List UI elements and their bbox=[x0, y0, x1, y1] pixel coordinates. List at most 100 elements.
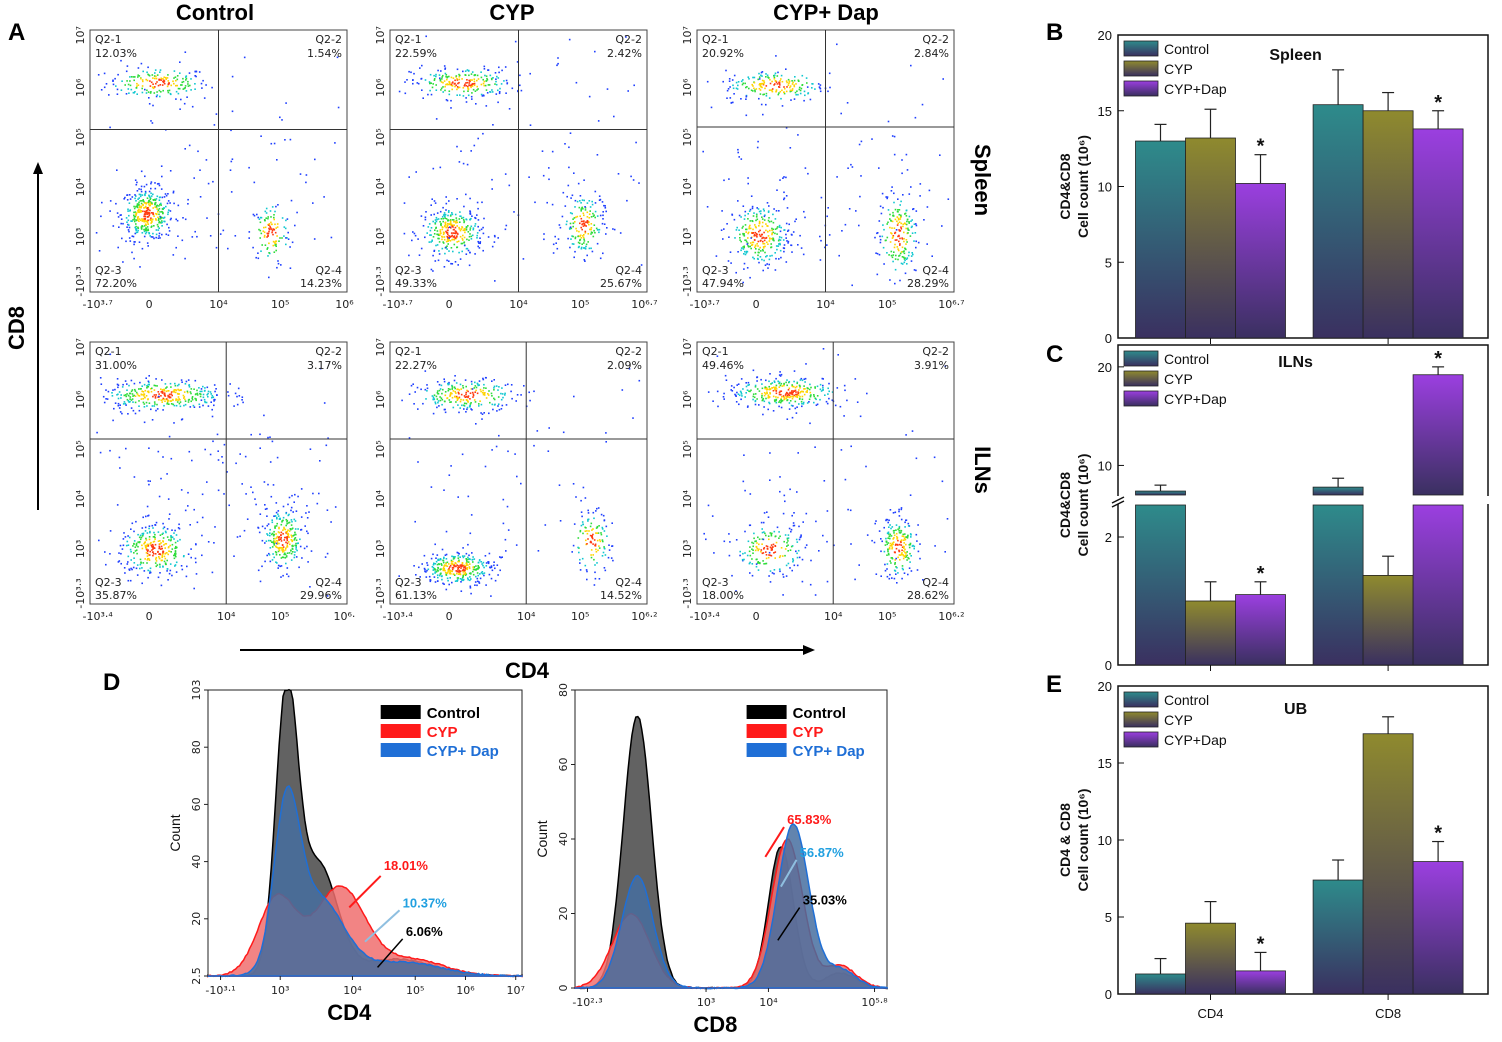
flow-event-dot bbox=[204, 448, 206, 451]
flow-event-dot bbox=[123, 394, 126, 397]
flow-event-dot bbox=[261, 525, 264, 528]
flow-event-dot bbox=[886, 554, 888, 556]
flow-event-dot bbox=[274, 244, 276, 246]
flow-event-dot bbox=[767, 267, 769, 269]
flow-y-tick-label: 10⁶ bbox=[374, 390, 387, 409]
flow-event-dot bbox=[886, 236, 889, 239]
flow-event-dot bbox=[142, 532, 145, 535]
flow-event-dot bbox=[911, 232, 914, 234]
flow-event-dot bbox=[195, 573, 198, 575]
flow-event-dot bbox=[264, 219, 266, 222]
flow-event-dot bbox=[893, 246, 896, 249]
flow-event-dot bbox=[123, 567, 126, 569]
flow-event-dot bbox=[452, 555, 455, 558]
flow-event-dot bbox=[783, 176, 785, 178]
flow-event-dot bbox=[773, 380, 776, 382]
quadrant-value-q3: 35.87% bbox=[95, 589, 137, 602]
flow-event-dot bbox=[286, 536, 289, 538]
flow-event-dot bbox=[458, 75, 461, 78]
flow-event-dot bbox=[814, 387, 816, 389]
flow-event-dot bbox=[151, 419, 154, 421]
flow-event-dot bbox=[190, 548, 192, 550]
flow-event-dot bbox=[434, 202, 437, 204]
flow-event-dot bbox=[480, 76, 483, 79]
flow-event-dot bbox=[277, 547, 279, 549]
flow-event-dot bbox=[111, 395, 114, 397]
flow-event-dot bbox=[739, 554, 741, 557]
flow-event-dot bbox=[725, 69, 727, 72]
flow-event-dot bbox=[170, 386, 172, 388]
flow-event-dot bbox=[428, 241, 431, 243]
flow-event-dot bbox=[451, 384, 453, 387]
flow-event-dot bbox=[282, 551, 284, 553]
flow-event-dot bbox=[899, 252, 902, 255]
flow-event-dot bbox=[772, 239, 774, 241]
flow-event-dot bbox=[803, 90, 806, 93]
flow-event-dot bbox=[780, 390, 783, 392]
flow-event-dot bbox=[135, 543, 138, 546]
flow-event-dot bbox=[579, 529, 582, 532]
flow-event-dot bbox=[846, 399, 848, 402]
flow-event-dot bbox=[449, 393, 452, 395]
flow-event-dot bbox=[439, 573, 442, 575]
flow-event-dot bbox=[768, 217, 770, 219]
flow-event-dot bbox=[796, 491, 798, 493]
flow-event-dot bbox=[267, 216, 269, 218]
flow-event-dot bbox=[178, 383, 180, 386]
flow-event-dot bbox=[887, 120, 890, 123]
flow-event-dot bbox=[248, 231, 251, 233]
flow-event-dot bbox=[583, 259, 586, 261]
flow-event-dot bbox=[278, 531, 281, 534]
flow-event-dot bbox=[119, 411, 122, 413]
flow-event-dot bbox=[167, 211, 169, 214]
flow-event-dot bbox=[454, 213, 457, 216]
flow-event-dot bbox=[162, 527, 165, 530]
flow-event-dot bbox=[480, 71, 482, 73]
flow-event-dot bbox=[891, 227, 893, 229]
flow-event-dot bbox=[493, 241, 496, 243]
flow-event-dot bbox=[783, 244, 786, 246]
flow-event-dot bbox=[902, 568, 904, 571]
flow-event-dot bbox=[828, 234, 831, 236]
flow-event-dot bbox=[146, 385, 148, 387]
flow-event-dot bbox=[894, 559, 896, 561]
flow-event-dot bbox=[150, 91, 152, 93]
flow-event-dot bbox=[436, 381, 439, 383]
flow-y-tick-label: 10⁶ bbox=[374, 78, 387, 97]
flow-event-dot bbox=[146, 545, 148, 548]
flow-event-dot bbox=[116, 504, 119, 506]
flow-event-dot bbox=[775, 210, 778, 212]
flow-event-dot bbox=[745, 240, 748, 243]
flow-event-dot bbox=[459, 258, 462, 260]
flow-event-dot bbox=[439, 574, 441, 577]
quadrant-value-q4: 14.23% bbox=[300, 277, 342, 290]
flow-event-dot bbox=[136, 574, 139, 576]
flow-event-dot bbox=[893, 153, 896, 156]
flow-event-dot bbox=[128, 92, 130, 94]
flow-event-dot bbox=[889, 537, 891, 540]
flow-event-dot bbox=[826, 402, 829, 405]
quadrant-name-q2: Q2-2 bbox=[315, 345, 342, 358]
flow-event-dot bbox=[756, 214, 758, 216]
flow-event-dot bbox=[260, 232, 263, 235]
flow-event-dot bbox=[267, 217, 269, 220]
flow-event-dot bbox=[487, 394, 490, 396]
flow-event-dot bbox=[424, 216, 427, 219]
flow-event-dot bbox=[455, 396, 458, 399]
flow-event-dot bbox=[774, 232, 776, 235]
flow-event-dot bbox=[152, 236, 154, 238]
flow-event-dot bbox=[738, 156, 740, 158]
flow-event-dot bbox=[135, 544, 138, 547]
flow-event-dot bbox=[287, 529, 289, 531]
flow-event-dot bbox=[742, 281, 744, 284]
flow-event-dot bbox=[436, 574, 439, 576]
flow-event-dot bbox=[134, 232, 137, 235]
flow-event-dot bbox=[168, 395, 171, 398]
flow-event-dot bbox=[721, 210, 723, 212]
flow-event-dot bbox=[434, 260, 437, 262]
flow-event-dot bbox=[470, 150, 472, 152]
flow-event-dot bbox=[191, 459, 193, 462]
flow-event-dot bbox=[907, 573, 909, 576]
flow-event-dot bbox=[773, 530, 776, 533]
flow-event-dot bbox=[169, 170, 172, 172]
